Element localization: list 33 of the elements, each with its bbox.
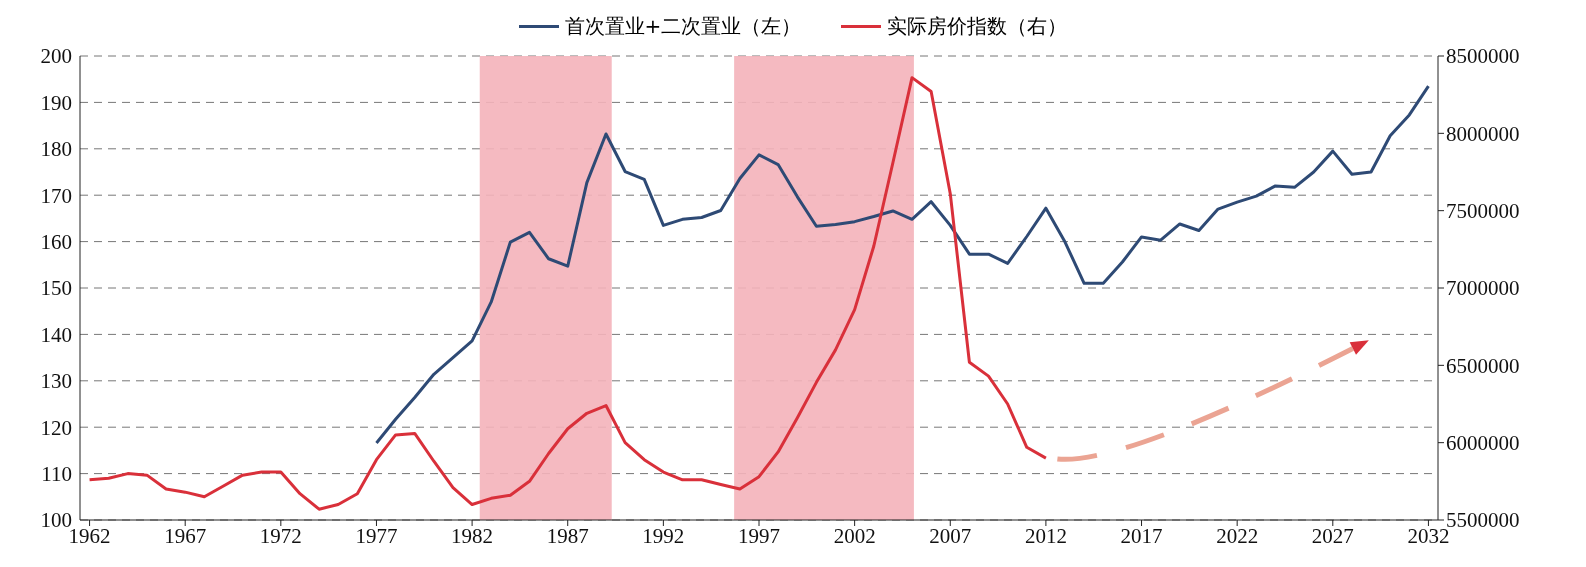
y-tick-label: 190 bbox=[40, 90, 72, 115]
y2-tick-label: 8500000 bbox=[1446, 44, 1520, 69]
x-tick-label: 1967 bbox=[164, 523, 207, 548]
x-tick-label: 2002 bbox=[833, 523, 876, 548]
y-tick-label: 130 bbox=[40, 369, 72, 394]
y-tick-label: 180 bbox=[40, 137, 72, 162]
y-tick-label: 170 bbox=[40, 183, 72, 208]
y-tick-label: 140 bbox=[40, 322, 72, 347]
x-tick-label: 1997 bbox=[738, 523, 780, 548]
y2-tick-label: 7000000 bbox=[1446, 276, 1520, 301]
line-series bbox=[374, 84, 1430, 445]
x-tick-label: 2022 bbox=[1216, 523, 1259, 548]
legend-label: 实际房价指数（右） bbox=[887, 12, 1068, 40]
legend-label: 首次置业+二次置业（左） bbox=[564, 12, 802, 40]
x-tick-label: 2027 bbox=[1311, 523, 1354, 548]
x-tick-label: 1977 bbox=[355, 523, 398, 548]
x-tick-label: 2017 bbox=[1120, 523, 1163, 548]
x-tick-label: 2012 bbox=[1024, 523, 1067, 548]
x-tick-label: 2007 bbox=[929, 523, 972, 548]
x-tick-label: 1972 bbox=[259, 523, 302, 548]
y2-tick-label: 8000000 bbox=[1446, 121, 1520, 146]
x-tick-label: 1987 bbox=[546, 523, 589, 548]
y-tick-label: 150 bbox=[40, 276, 72, 301]
y-tick-label: 110 bbox=[41, 462, 72, 487]
line-series bbox=[88, 76, 1048, 511]
y2-tick-label: 7500000 bbox=[1446, 199, 1520, 224]
x-tick-label: 1982 bbox=[451, 523, 494, 548]
y-tick-label: 120 bbox=[40, 415, 72, 440]
y-tick-label: 160 bbox=[40, 230, 72, 255]
y2-tick-label: 6500000 bbox=[1446, 353, 1520, 378]
y-tick-label: 200 bbox=[40, 44, 72, 69]
x-tick-label: 1992 bbox=[642, 523, 685, 548]
y2-tick-label: 6000000 bbox=[1446, 431, 1520, 456]
